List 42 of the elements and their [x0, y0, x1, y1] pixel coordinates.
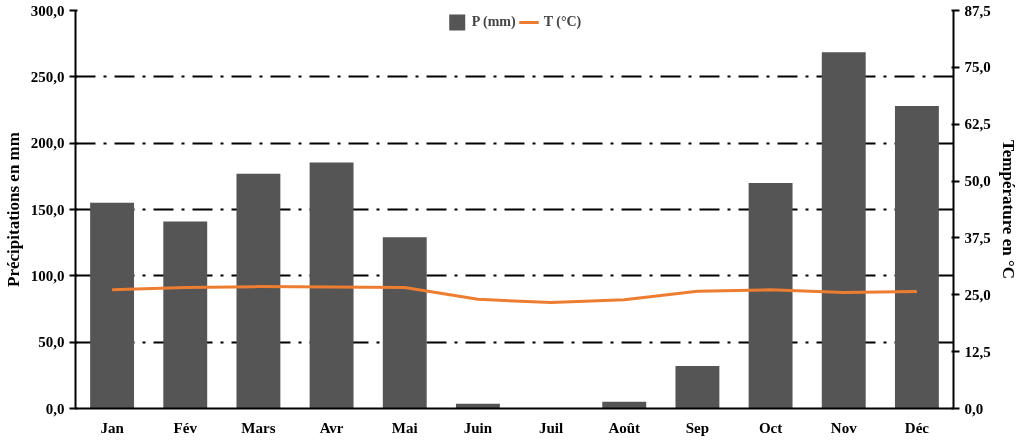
- bar: [309, 162, 354, 409]
- y-tick-label: 300,0: [30, 2, 65, 19]
- bar: [163, 221, 208, 409]
- bar: [236, 173, 281, 409]
- y-tick-label: 250,0: [30, 68, 65, 85]
- x-tick-label: Juil: [538, 419, 564, 436]
- bar: [382, 237, 427, 409]
- x-tick-label: Août: [608, 419, 641, 436]
- x-tick-label: Mars: [241, 419, 276, 436]
- bar: [675, 366, 720, 409]
- y-tick-label: 100,0: [30, 267, 65, 284]
- x-tick-label: Déc: [904, 419, 930, 436]
- x-tick-label: Fév: [173, 419, 198, 436]
- y2-tick-label: 87,5: [964, 2, 991, 19]
- x-tick-label: Sep: [685, 419, 710, 436]
- legend-label: T (°C): [543, 14, 582, 30]
- y-axis-title: Précipitations en mm: [3, 132, 23, 287]
- y2-tick-label: 75,0: [964, 59, 991, 76]
- y2-tick-label: 0,0: [964, 400, 984, 417]
- y2-axis-title: Température en °C: [998, 140, 1018, 280]
- bar: [894, 106, 939, 409]
- x-tick-label: Avr: [319, 419, 344, 436]
- y-tick-label: 150,0: [30, 201, 65, 218]
- y-tick-label: 50,0: [38, 334, 65, 351]
- bar: [748, 182, 793, 409]
- y2-tick-label: 25,0: [964, 286, 991, 303]
- x-tick-label: Jan: [100, 419, 125, 436]
- x-tick-label: Mai: [391, 419, 418, 436]
- y-tick-label: 200,0: [30, 135, 65, 152]
- y2-tick-label: 12,5: [964, 343, 991, 360]
- x-tick-label: Oct: [758, 419, 783, 436]
- x-tick-label: Nov: [830, 419, 858, 436]
- legend-label: P (mm): [471, 14, 516, 30]
- line-series: [110, 285, 919, 305]
- bar: [90, 202, 135, 409]
- y2-tick-label: 62,5: [964, 116, 991, 133]
- bar: [821, 52, 866, 409]
- bar: [602, 401, 647, 409]
- x-tick-label: Juin: [463, 419, 493, 436]
- y2-tick-label: 50,0: [964, 173, 991, 190]
- y2-tick-label: 37,5: [964, 229, 991, 246]
- y-tick-label: 0,0: [45, 400, 65, 417]
